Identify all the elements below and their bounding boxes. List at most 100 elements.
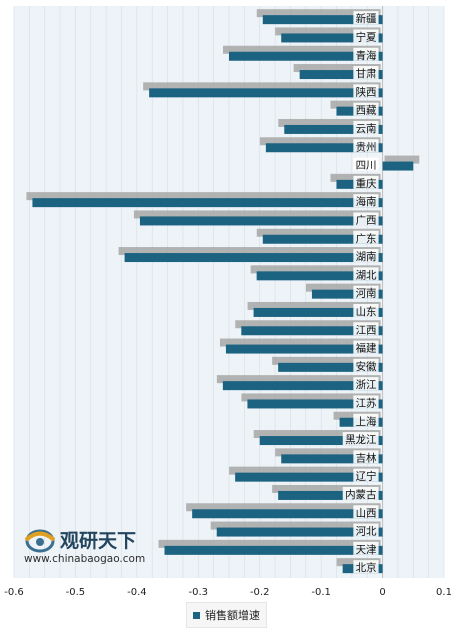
category-label: 河南 (353, 285, 379, 300)
category-label-bg (353, 47, 379, 61)
category-label: 甘肃 (353, 66, 379, 80)
x-tick-label: -0.6 (4, 587, 24, 598)
category-label-bg (353, 29, 379, 43)
bar-shadow (216, 375, 381, 384)
category-label-bg (353, 194, 379, 208)
category-label-bg (353, 468, 379, 482)
category-label: 湖南 (353, 249, 379, 263)
x-tick-label: -0.5 (66, 587, 86, 598)
bar (32, 198, 383, 208)
category-label-text: 上海 (356, 415, 377, 428)
category-label-bg (353, 523, 379, 537)
category-label-text: 西藏 (356, 105, 377, 117)
bar (281, 33, 383, 43)
category-label-text: 重庆 (356, 177, 377, 190)
category-label-bg (353, 175, 379, 189)
bar (192, 509, 383, 519)
category-label-text: 山西 (356, 507, 377, 519)
category-label-bg (353, 505, 379, 519)
category-label-bg (353, 267, 379, 281)
bar-shadow (143, 82, 381, 91)
bar (124, 253, 383, 263)
bar-shadow (133, 210, 381, 219)
category-label-text: 黑龙江 (345, 433, 377, 446)
category-label-text: 甘肃 (356, 67, 377, 80)
category-label: 山东 (353, 303, 379, 318)
bar (164, 545, 383, 555)
category-label: 陕西 (353, 84, 379, 98)
watermark-title: 观研天下 (60, 530, 136, 552)
category-label: 北京 (353, 560, 379, 574)
x-tick-label: -0.2 (250, 587, 270, 598)
bar (278, 362, 383, 372)
category-label-text: 湖南 (356, 250, 377, 263)
legend-label: 销售额增速 (205, 609, 260, 622)
x-tick-label: -0.4 (127, 587, 147, 598)
category-label-bg (353, 285, 379, 299)
category-label: 福建 (353, 340, 379, 355)
watermark-url: www.chinabaogao.com (24, 553, 145, 565)
category-label-text: 江西 (356, 324, 377, 336)
x-axis-ticks: -0.6 -0.5 -0.4 -0.3 -0.2 -0.1 0 0.1 (4, 587, 452, 598)
category-label-text: 江苏 (356, 396, 377, 409)
bar (262, 234, 383, 244)
category-label-text: 北京 (356, 561, 377, 574)
category-label-text: 云南 (356, 122, 377, 135)
bar (235, 472, 383, 482)
bar-shadow (259, 137, 381, 146)
category-label: 内蒙古 (342, 486, 379, 501)
bar-shadow (272, 356, 381, 365)
category-label-text: 福建 (356, 342, 377, 355)
bar-shadow (229, 466, 381, 475)
category-label-bg (353, 11, 379, 25)
bar (278, 490, 383, 500)
category-label-text: 新疆 (356, 12, 377, 25)
category-label: 新疆 (353, 11, 379, 25)
bar (222, 381, 383, 391)
category-label: 山西 (353, 505, 379, 519)
category-label-text: 四川 (356, 160, 377, 172)
category-label: 江西 (353, 322, 379, 336)
bar (311, 289, 383, 299)
bar-shadow (275, 27, 381, 36)
bar (259, 436, 383, 446)
bar (241, 326, 383, 336)
bar-shadow (235, 320, 381, 329)
category-label-bg (353, 560, 379, 574)
category-label-text: 河南 (356, 287, 377, 300)
category-label-text: 河北 (356, 526, 377, 538)
bar-shadow (305, 283, 381, 292)
category-label-bg (353, 413, 379, 427)
bar (139, 216, 383, 226)
bar (262, 15, 383, 25)
category-label-text: 辽宁 (356, 470, 377, 483)
category-label-bg (353, 358, 379, 372)
bar (216, 527, 383, 537)
category-label: 天津 (353, 541, 379, 556)
category-label-text: 天津 (356, 544, 377, 556)
category-label: 上海 (353, 413, 379, 428)
category-label-text: 海南 (356, 195, 377, 208)
category-label-bg (353, 230, 379, 244)
category-label-text: 广东 (356, 232, 377, 245)
category-label: 黑龙江 (342, 432, 379, 446)
category-label-text: 山东 (356, 305, 377, 318)
bar-shadow (241, 393, 381, 402)
legend: 销售额增速 (186, 602, 267, 628)
category-label-bg (353, 157, 379, 171)
bar (299, 70, 383, 80)
category-label: 云南 (353, 120, 379, 135)
bar-shadow (118, 247, 381, 256)
category-label: 四川 (353, 157, 379, 172)
bar-shadow (278, 118, 381, 127)
bar-shadow (158, 539, 381, 548)
category-label-bg (353, 450, 379, 464)
category-label-text: 贵州 (356, 140, 377, 153)
category-label-text: 安徽 (356, 360, 377, 373)
category-label: 浙江 (353, 377, 379, 391)
category-label-bg (353, 340, 379, 354)
category-label: 吉林 (353, 450, 379, 464)
category-label-bg (353, 377, 379, 391)
x-tick-label: 0 (379, 587, 385, 598)
